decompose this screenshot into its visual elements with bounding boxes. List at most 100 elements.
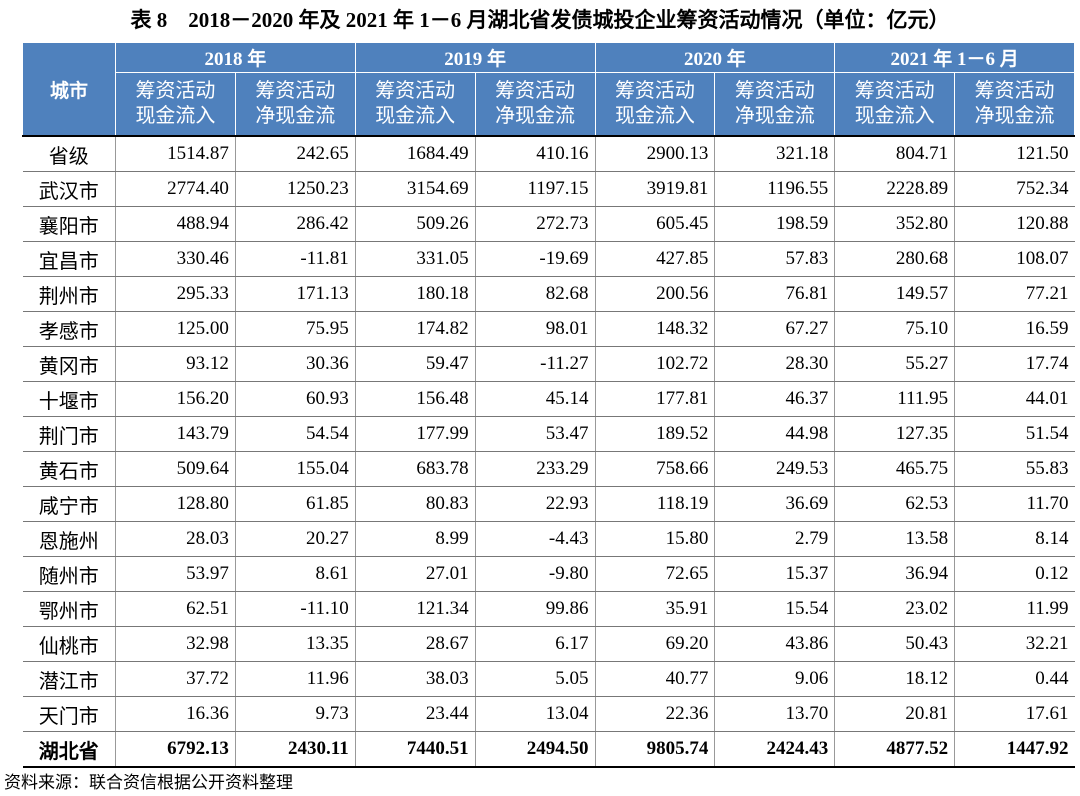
header-subhead-line: 筹资活动	[734, 80, 815, 102]
value-cell: 295.33	[115, 276, 236, 312]
value-cell: 55.27	[834, 346, 955, 382]
value-cell: 13.70	[714, 696, 835, 732]
header-subhead-line: 净现金流	[974, 105, 1055, 127]
value-cell: 2.79	[714, 521, 835, 557]
city-cell: 湖北省	[22, 731, 116, 768]
table-row: 仙桃市 32.98 13.35 28.67 6.17 69.20 43.86 50.43 32.…	[22, 626, 1075, 662]
table-row: 襄阳市 488.94 286.42 509.26 272.73 605.45 198.59 3…	[22, 206, 1075, 242]
table-row: 省级 1514.87 242.65 1684.49 410.16 2900.13 321.1…	[22, 135, 1075, 172]
city-cell: 潜江市	[22, 661, 116, 697]
value-cell: 15.80	[594, 521, 715, 557]
header-year: 2020 年	[594, 42, 836, 73]
table-row: 恩施州 28.03 20.27 8.99 -4.43 15.80 2.79 13.58 8.14	[22, 521, 1075, 557]
value-cell: 1197.15	[474, 171, 595, 207]
value-cell: 3154.69	[354, 171, 476, 207]
value-cell: 5.05	[474, 661, 595, 697]
header-year: 2019 年	[354, 42, 596, 73]
value-cell: 8.99	[354, 521, 476, 557]
header-subhead: 筹资活动 现金流入	[594, 72, 716, 137]
value-cell: 28.03	[115, 521, 236, 557]
value-cell: 61.85	[234, 486, 356, 522]
header-row: 筹资活动 现金流入 筹资活动 净现金流 筹资活动 现金流入 筹资活动 净现金流 筹资活动 现金流入…	[23, 72, 1075, 137]
header-subhead: 筹资活动 净现金流	[954, 72, 1075, 137]
value-cell: -11.10	[234, 591, 356, 627]
value-cell: 27.01	[354, 556, 476, 592]
value-cell: 189.52	[594, 416, 715, 452]
value-cell: 1250.23	[234, 171, 356, 207]
value-cell: 352.80	[834, 206, 955, 242]
value-cell: 9.06	[714, 661, 835, 697]
city-cell: 恩施州	[22, 521, 116, 557]
header-subhead-line: 现金流入	[135, 105, 216, 127]
table-row: 宜昌市 330.46 -11.81 331.05 -19.69 427.85 57.83 28…	[22, 241, 1075, 277]
value-cell: 1196.55	[714, 171, 835, 207]
table-row: 黄冈市 93.12 30.36 59.47 -11.27 102.72 28.30 55.27…	[22, 346, 1075, 382]
value-cell: 16.36	[115, 696, 236, 732]
header-row: 城市 2018 年 2019 年 2020 年 2021 年 1－6 月	[22, 42, 1075, 137]
value-cell: -4.43	[474, 521, 595, 557]
value-cell: 75.10	[834, 311, 955, 347]
value-cell: 80.83	[354, 486, 476, 522]
value-cell: 44.01	[954, 381, 1075, 417]
header-subhead-line: 筹资活动	[614, 80, 695, 102]
value-cell: 8.61	[234, 556, 356, 592]
value-cell: 0.12	[954, 556, 1075, 592]
value-cell: 38.03	[354, 661, 476, 697]
city-cell: 十堰市	[22, 381, 116, 417]
value-cell: 180.18	[354, 276, 476, 312]
value-cell: 272.73	[474, 206, 595, 242]
value-cell: 98.01	[474, 311, 595, 347]
value-cell: 7440.51	[354, 731, 476, 768]
header-subhead-line: 净现金流	[495, 105, 576, 127]
value-cell: 127.35	[834, 416, 955, 452]
value-cell: 0.44	[954, 661, 1075, 697]
header-subhead: 筹资活动 现金流入	[834, 72, 956, 137]
value-cell: 62.53	[834, 486, 955, 522]
value-cell: 177.81	[594, 381, 715, 417]
value-cell: 330.46	[115, 241, 236, 277]
value-cell: 13.35	[234, 626, 356, 662]
value-cell: 57.83	[714, 241, 835, 277]
value-cell: 46.37	[714, 381, 835, 417]
value-cell: 2900.13	[594, 135, 715, 172]
value-cell: 20.81	[834, 696, 955, 732]
value-cell: 149.57	[834, 276, 955, 312]
header-subhead-line: 现金流入	[854, 105, 935, 127]
total-row: 湖北省 6792.13 2430.11 7440.51 2494.50 9805.74 24…	[22, 731, 1075, 768]
table-row: 咸宁市 128.80 61.85 80.83 22.93 118.19 36.69 62.53…	[22, 486, 1075, 522]
value-cell: 60.93	[234, 381, 356, 417]
value-cell: 509.64	[115, 451, 236, 487]
city-cell: 仙桃市	[22, 626, 116, 662]
value-cell: 2228.89	[834, 171, 955, 207]
value-cell: 72.65	[594, 556, 715, 592]
value-cell: 683.78	[354, 451, 476, 487]
value-cell: 17.74	[954, 346, 1075, 382]
value-cell: 3919.81	[594, 171, 715, 207]
value-cell: 55.83	[954, 451, 1075, 487]
value-cell: 67.27	[714, 311, 835, 347]
value-cell: 174.82	[354, 311, 476, 347]
value-cell: 45.14	[474, 381, 595, 417]
value-cell: 16.59	[954, 311, 1075, 347]
value-cell: 200.56	[594, 276, 715, 312]
value-cell: 82.68	[474, 276, 595, 312]
value-cell: 53.47	[474, 416, 595, 452]
value-cell: 233.29	[474, 451, 595, 487]
value-cell: 30.36	[234, 346, 356, 382]
value-cell: 410.16	[474, 135, 595, 172]
table-row: 潜江市 37.72 11.96 38.03 5.05 40.77 9.06 18.12 0.44	[22, 661, 1075, 697]
header-subhead-line: 筹资活动	[255, 80, 336, 102]
value-cell: 242.65	[234, 135, 356, 172]
value-cell: 148.32	[594, 311, 715, 347]
value-cell: 44.98	[714, 416, 835, 452]
value-cell: 121.50	[954, 135, 1075, 172]
value-cell: 11.70	[954, 486, 1075, 522]
value-cell: 76.81	[714, 276, 835, 312]
value-cell: 18.12	[834, 661, 955, 697]
value-cell: 4877.52	[834, 731, 955, 768]
value-cell: 2430.11	[234, 731, 356, 768]
value-cell: 6.17	[474, 626, 595, 662]
value-cell: 37.72	[115, 661, 236, 697]
header-subhead-line: 筹资活动	[375, 80, 456, 102]
value-cell: 286.42	[234, 206, 356, 242]
